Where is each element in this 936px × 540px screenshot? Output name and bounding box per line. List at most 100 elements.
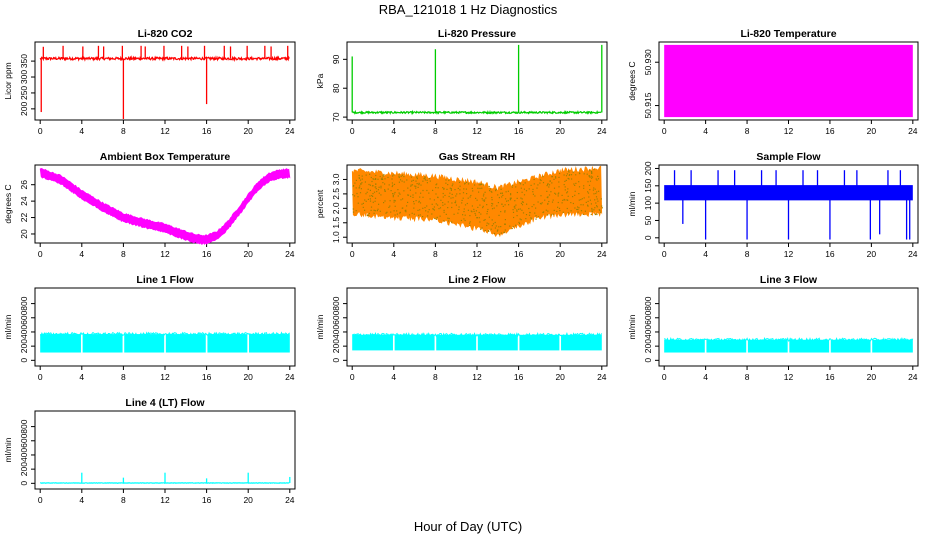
series-point <box>547 183 549 185</box>
series-point <box>411 180 413 182</box>
series-point <box>568 174 570 176</box>
x-tick-label: 4 <box>391 372 396 382</box>
series-point <box>542 176 544 178</box>
series-point <box>531 206 533 208</box>
x-tick-label: 8 <box>121 126 126 136</box>
series-point <box>391 178 393 180</box>
series-point <box>466 181 468 183</box>
series-point <box>542 211 544 214</box>
y-axis-label: ml/min <box>627 314 637 339</box>
series-point <box>594 199 596 201</box>
series-point <box>455 195 457 197</box>
series-point <box>591 177 593 179</box>
series-point <box>523 188 525 190</box>
series-point <box>366 215 368 217</box>
series-point <box>407 194 409 196</box>
x-tick-label: 16 <box>202 126 212 136</box>
figure-title: RBA_121018 1 Hz Diagnostics <box>379 2 558 17</box>
series-point <box>371 180 373 183</box>
series-point <box>556 210 558 212</box>
series-point <box>580 210 583 212</box>
series-point <box>500 232 502 234</box>
y-axis-label: degrees C <box>627 61 637 100</box>
series-point <box>577 208 579 211</box>
series-point <box>379 210 381 212</box>
series-point <box>407 201 409 203</box>
series-point <box>529 211 531 214</box>
y-tick-label: 800 <box>19 419 29 433</box>
series-point <box>566 192 568 194</box>
series-point <box>495 225 497 227</box>
series-point <box>423 178 425 180</box>
series-point <box>410 176 413 178</box>
series-point <box>422 189 424 192</box>
series-point <box>519 218 521 220</box>
series-point <box>374 200 376 202</box>
series-point <box>547 214 549 216</box>
x-tick-label: 4 <box>79 126 84 136</box>
series-point <box>588 196 590 198</box>
series-point <box>400 175 402 177</box>
series-point <box>472 190 474 192</box>
series-band <box>664 339 705 353</box>
series-point <box>442 192 444 195</box>
series-point <box>532 191 534 193</box>
series-point <box>521 191 523 193</box>
series-point <box>394 191 396 194</box>
series-band <box>872 339 913 353</box>
series-point <box>598 209 600 211</box>
series-point <box>392 195 394 197</box>
series-point <box>564 189 566 191</box>
series-point <box>375 186 377 188</box>
series-point <box>498 214 500 216</box>
series-point <box>546 185 548 187</box>
series-point <box>413 207 415 209</box>
series-point <box>476 199 478 201</box>
series-point <box>500 226 502 228</box>
series-point <box>566 191 569 193</box>
x-tick-label: 24 <box>285 249 295 259</box>
series-point <box>418 182 420 184</box>
series-point <box>419 214 421 216</box>
series-point <box>587 204 589 206</box>
series-point <box>584 210 586 212</box>
series-point <box>392 175 394 177</box>
series-point <box>565 179 567 181</box>
series-point <box>486 213 488 215</box>
series-point <box>534 195 536 197</box>
series-point <box>496 230 498 232</box>
series-point <box>590 175 592 177</box>
series-point <box>391 185 393 188</box>
series-point <box>361 203 363 205</box>
series-point <box>378 203 380 205</box>
series-point <box>537 201 539 203</box>
series-point <box>590 213 592 216</box>
series-point <box>364 209 366 211</box>
series-point <box>557 195 559 197</box>
panel-9: Line 3 Flow ml/min 0 4 8 12 16 20 24 0 20040060080… <box>627 274 919 382</box>
series-noise-edge <box>39 331 291 337</box>
panel-4: Ambient Box Temperature degrees C 0 4 8 12 16 2… <box>3 151 296 259</box>
y-tick-label: 350 <box>19 54 29 68</box>
series-point <box>595 192 597 195</box>
series-point <box>410 185 412 187</box>
series-point <box>390 211 392 213</box>
series-point <box>511 227 513 230</box>
y-tick-label: 600 <box>331 310 341 324</box>
series-point <box>377 208 379 210</box>
series-point <box>368 214 370 216</box>
series-point <box>530 184 532 186</box>
series-band <box>207 334 248 353</box>
series-point <box>478 211 480 214</box>
series-point <box>388 206 390 208</box>
series-point <box>509 225 511 227</box>
series-point <box>369 198 371 200</box>
x-tick-label: 0 <box>662 126 667 136</box>
panel-2: Li-820 Pressure kPa 0 4 8 12 16 20 24 70 80 90 <box>315 28 608 136</box>
y-tick-label: 400 <box>19 325 29 339</box>
series-point <box>595 213 597 215</box>
series-point <box>490 190 492 193</box>
series-point <box>514 200 516 202</box>
series-point <box>459 185 461 187</box>
